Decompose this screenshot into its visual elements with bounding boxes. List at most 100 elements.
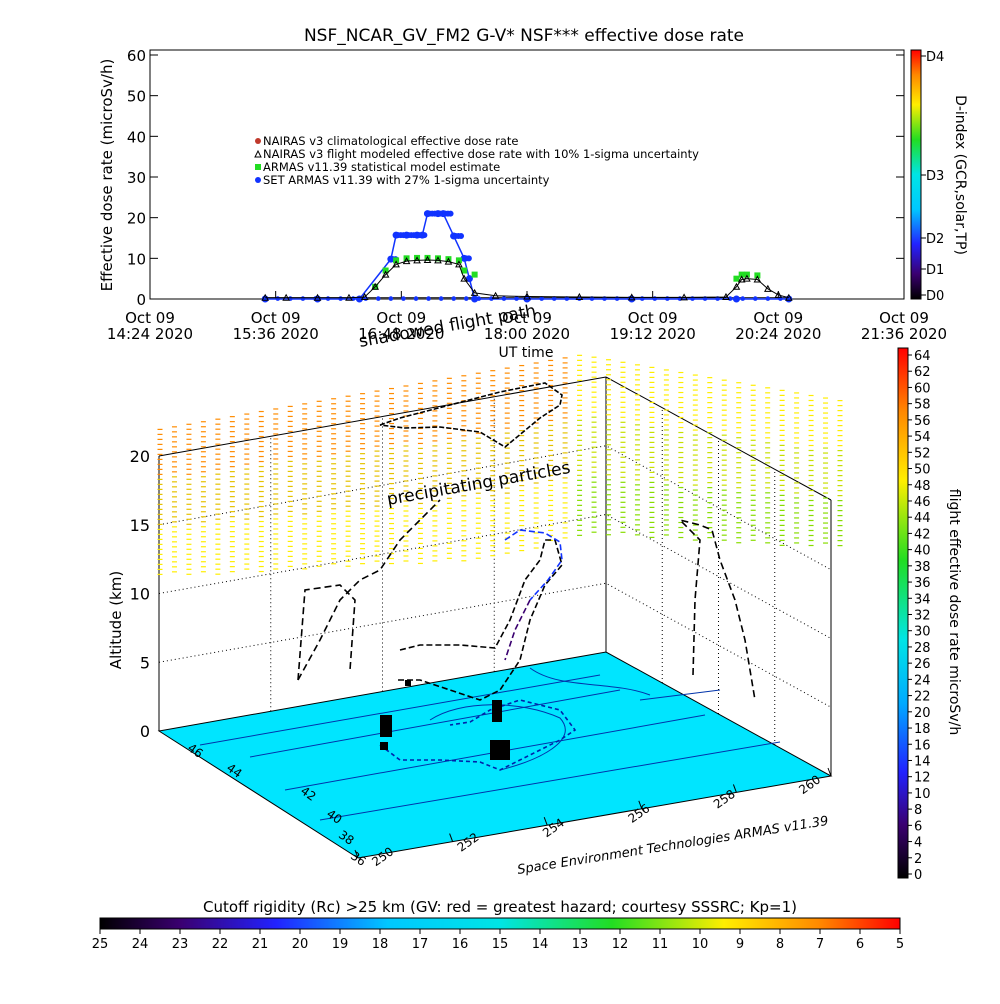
rigidity-tick-label: 16 [452,937,469,952]
dose-colorbar-tick-label: 24 [914,673,931,688]
series-layer [261,210,793,303]
point-armas-model [754,272,761,279]
track-wall-left [297,499,441,681]
longitude-tick-mark [732,784,737,793]
x-tick-time: 15:36 2020 [233,325,319,343]
point-nairas-flight [491,291,500,299]
point-nairas-flight [455,260,463,268]
point-set-armas [401,296,406,301]
point-nairas-flight [722,292,730,300]
point-set-armas [275,296,281,301]
point-nairas-flight [261,293,270,301]
y-tick-label: 50 [127,88,146,106]
dose-colorbar [897,347,909,879]
dose-colorbar-tick-label: 26 [914,657,931,672]
dose-colorbar-tick-label: 6 [914,819,922,834]
point-set-armas [300,296,306,301]
dose-colorbar-tick-label: 0 [914,868,922,883]
cutoff-rigidity-colorbar: Cutoff rigidity (Rc) >25 km (GV: red = g… [92,898,904,952]
point-set-armas [740,296,746,301]
rigidity-tick-label: 24 [132,937,149,952]
longitude-tick-mark [638,800,643,809]
point-set-armas [447,210,454,217]
longitude-tick-mark [449,833,454,842]
point-set-armas [463,296,469,301]
track-3d [395,539,563,701]
altitude-tick-label: 5 [140,653,150,672]
point-nairas-flight [764,284,772,292]
dose-colorbar-tick-label: 56 [914,414,931,429]
point-set-armas [438,296,444,301]
point-armas-model [455,257,462,264]
legend-swatch [255,138,261,144]
point-set-armas [752,296,758,301]
altitude-tick-label: 0 [140,722,150,741]
point-set-armas [426,296,431,301]
point-nairas-flight [753,275,762,283]
point-armas-model [382,267,389,274]
d-index-label: D-index (GCR,solar,TP) [952,95,968,255]
point-set-armas [465,255,472,262]
floor-black-marks [380,680,510,760]
point-armas-model [733,275,740,282]
dose-colorbar-tick-label: 52 [914,446,931,461]
dose-colorbar-tick-label: 44 [914,511,931,526]
point-set-armas [765,296,771,301]
rigidity-tick-label: 9 [736,937,744,952]
rigidity-tick-label: 11 [652,937,669,952]
x-tick-date: Oct 09 [251,309,301,327]
y-tick-label: 60 [127,47,146,65]
dose-colorbar-tick-label: 12 [914,771,931,786]
dose-colorbar-tick-label: 46 [914,495,931,510]
x-tick-date: Oct 09 [879,309,929,327]
dose-colorbar-tick-label: 14 [914,754,931,769]
d-tick-label: D4 [926,50,944,65]
point-nairas-flight [627,293,636,301]
y-tick-label: 20 [127,210,146,228]
longitude-tick-mark [827,767,832,777]
point-nairas-flight [392,260,400,268]
x-tick-date: Oct 09 [628,309,678,327]
dose-colorbar-tick-label: 36 [914,576,931,591]
point-nairas-flight [680,293,688,301]
point-nairas-flight [460,274,469,282]
dose-colorbar-tick-label: 8 [914,803,922,818]
point-nairas-flight [523,292,531,300]
point-nairas-flight [737,275,746,283]
altitude-label: Altitude (km) [107,571,125,669]
altitude-ticks: 0 5 10 15 20 [130,447,150,741]
y-tick-label: 30 [127,169,146,187]
dose-colorbar-tick-label: 50 [914,463,931,478]
dose-colorbar-tick-label: 62 [914,365,931,380]
point-set-armas [458,232,465,239]
dose-colorbar-tick-label: 2 [914,852,922,867]
track-upper-projection [379,382,563,448]
dose-colorbar-tick-label: 22 [914,690,931,705]
colorbar-title: Cutoff rigidity (Rc) >25 km (GV: red = g… [203,898,797,916]
point-set-armas [388,296,394,301]
point-nairas-flight [470,288,479,296]
y-tick-label: 40 [127,128,146,146]
rigidity-tick-label: 18 [372,937,389,952]
x-tick-time: 21:36 2020 [861,325,947,343]
track-high-colored [504,529,563,601]
legend-swatch [254,149,262,158]
dose-colorbar-tick-label: 60 [914,381,931,396]
point-nairas-flight [423,255,432,263]
y-tick-label: 0 [136,291,146,309]
point-set-armas [476,296,482,301]
rigidity-tick-label: 6 [856,937,864,952]
y-axis-ticks: 0 10 20 30 40 50 60 [127,47,904,309]
point-set-armas [325,296,331,301]
point-armas-model [461,267,468,274]
point-nairas-flight [743,274,751,282]
legend-label: SET ARMAS v11.39 with 27% 1-sigma uncert… [263,173,550,187]
x-tick-date: Oct 09 [753,309,803,327]
rigidity-tick-label: 25 [92,937,109,952]
dose-colorbar-tick-label: 10 [914,787,931,802]
d-tick-label: D3 [926,169,944,184]
dose-colorbar-tick-label: 20 [914,706,931,721]
